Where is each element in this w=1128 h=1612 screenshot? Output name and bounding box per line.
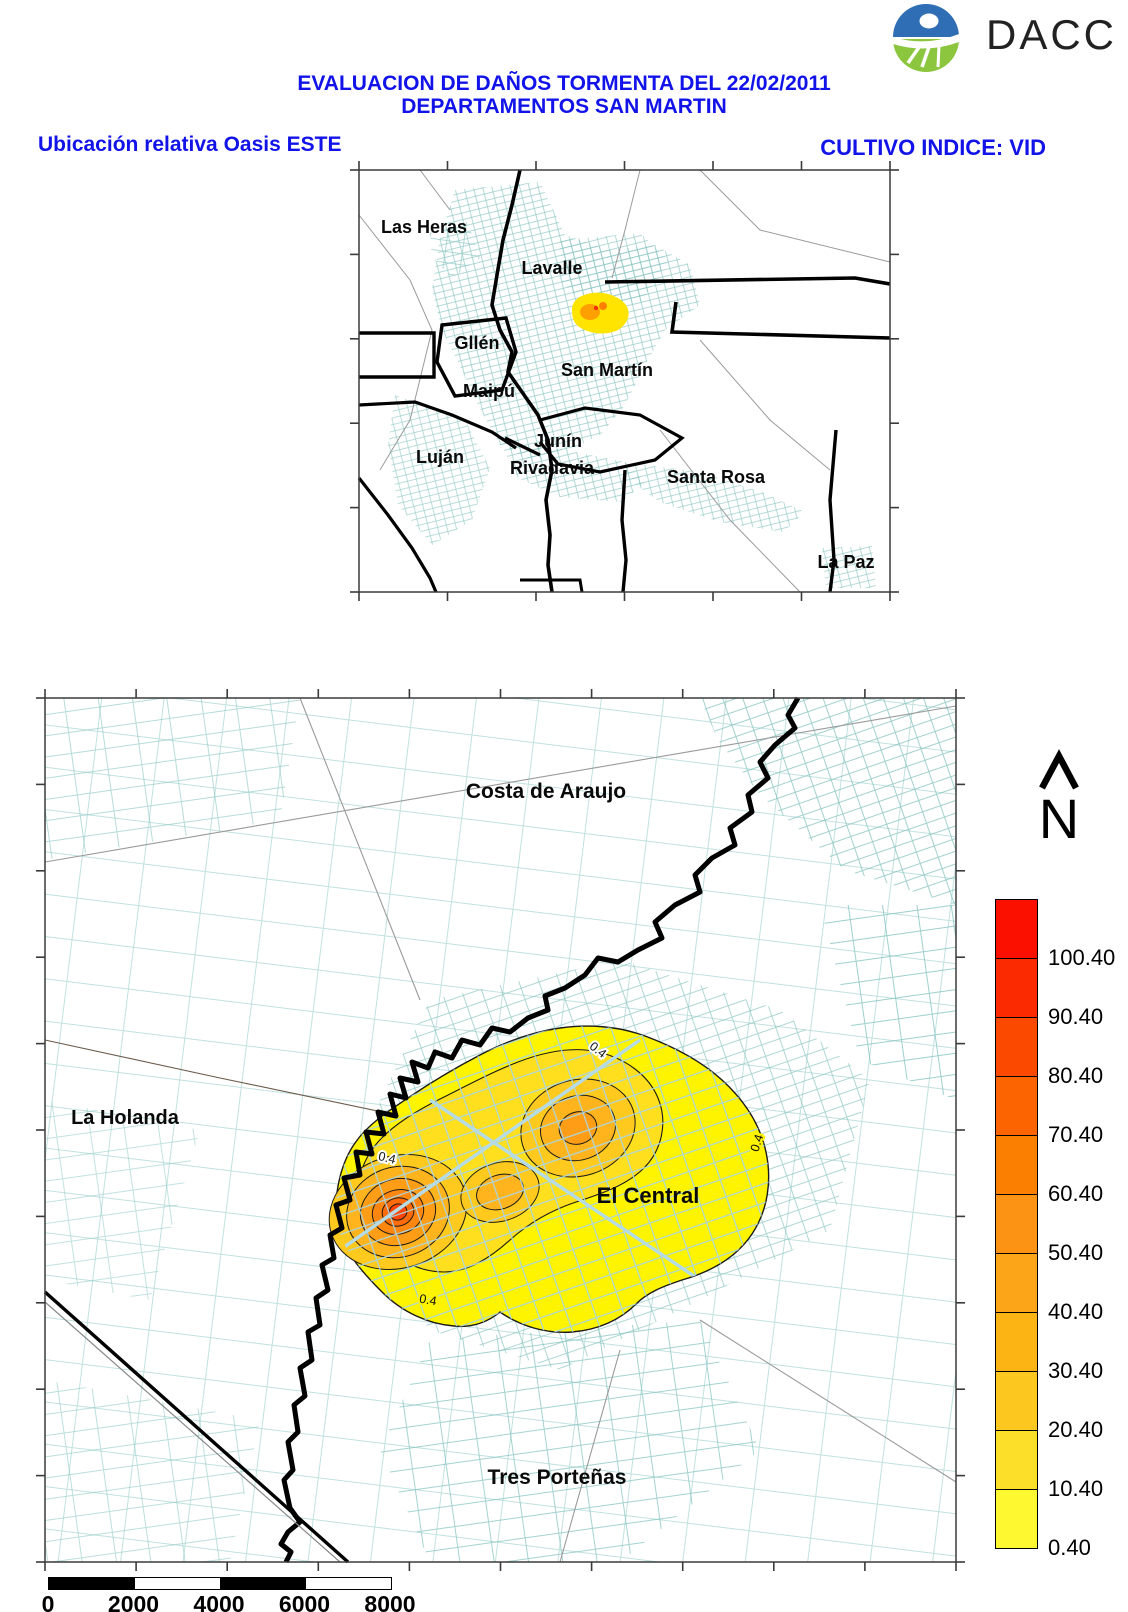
inset-overview-map: Las Heras Lavalle Gllén Maipú San Martín…: [350, 161, 899, 601]
north-caret-icon: [1039, 749, 1079, 790]
inset-roads: [358, 169, 891, 593]
contour-label-04-left: 0.4: [377, 1149, 397, 1167]
scale-bar-tick-label: 6000: [278, 1591, 331, 1612]
logo-wordmark: DACC: [986, 11, 1118, 58]
title-line-2: DEPARTAMENTOS SAN MARTIN: [401, 95, 727, 118]
legend-color-box: [995, 1135, 1038, 1195]
label-la-paz: La Paz: [817, 552, 874, 572]
legend-value-label: 40.40: [1048, 1299, 1104, 1324]
legend-value-label: 90.40: [1048, 1004, 1104, 1029]
label-junin: Junín: [534, 431, 582, 451]
inset-labels: Las Heras Lavalle Gllén Maipú San Martín…: [381, 217, 875, 572]
label-el-central: El Central: [597, 1183, 700, 1208]
legend-color-box: [995, 1076, 1038, 1136]
label-las-heras: Las Heras: [381, 217, 467, 237]
north-arrow: N: [1024, 749, 1094, 850]
label-la-holanda: La Holanda: [71, 1107, 180, 1129]
scale-bar-tick-label: 0: [41, 1591, 55, 1612]
document-title: EVALUACION DE DAÑOS TORMENTA DEL 22/02/2…: [0, 72, 1128, 118]
legend-value-label: 10.40: [1048, 1476, 1104, 1501]
scale-bar-segment: [49, 1578, 135, 1589]
legend-value-label: 70.40: [1048, 1122, 1104, 1147]
legend-value-label: 20.40: [1048, 1417, 1104, 1442]
legend-color-box: [995, 1371, 1038, 1431]
label-santa-rosa: Santa Rosa: [667, 467, 766, 487]
legend-color-box: [995, 1430, 1038, 1490]
legend-value-label: 60.40: [1048, 1181, 1104, 1206]
scale-bar-tick-label: 2000: [107, 1591, 160, 1612]
label-lujan: Luján: [416, 447, 464, 467]
legend-color-box: [995, 1489, 1038, 1549]
legend-color-box: [995, 1253, 1038, 1313]
scale-bar-segment: [305, 1578, 391, 1589]
scale-bar-segment: [220, 1578, 306, 1589]
department-limit-line: [278, 696, 801, 1564]
legend-value-label: 100.40: [1048, 945, 1116, 970]
main-damage-map: Costa de Araujo La Holanda El Central Tr…: [36, 689, 965, 1571]
main-map-labels: Costa de Araujo La Holanda El Central Tr…: [71, 780, 768, 1489]
label-lavalle: Lavalle: [521, 258, 582, 278]
subtitle-location: Ubicación relativa Oasis ESTE: [38, 133, 342, 156]
legend-color-box: [995, 958, 1038, 1018]
label-maipu: Maipú: [463, 381, 515, 401]
scale-bar-tick-label: 4000: [193, 1591, 245, 1612]
title-line-1: EVALUACION DE DAÑOS TORMENTA DEL 22/02/2…: [297, 72, 831, 95]
contour-label-04-bottom: 0.4: [418, 1292, 438, 1309]
legend-value-label: 80.40: [1048, 1063, 1104, 1088]
dacc-globe-icon: [893, 4, 959, 72]
scale-bar-tick-label: 8000: [364, 1591, 416, 1612]
legend-value-label: 50.40: [1048, 1240, 1104, 1265]
north-letter: N: [1038, 787, 1080, 850]
legend-value-label: 30.40: [1048, 1358, 1104, 1383]
legend-value-label: 0.40: [1048, 1535, 1091, 1560]
label-tres-portenas: Tres Porteñas: [488, 1466, 627, 1489]
inset-damage-spot: [572, 292, 629, 334]
legend-color-box: [995, 1017, 1038, 1077]
dacc-logo: DACC: [878, 1, 1114, 72]
inset-department-boundaries: [357, 169, 891, 593]
label-san-martin: San Martín: [561, 360, 653, 380]
subtitle-crop-index: CULTIVO INDICE: VID: [820, 135, 1046, 160]
scale-bar: [48, 1577, 392, 1590]
main-roads: [44, 697, 957, 1563]
label-costa-de-araujo: Costa de Araujo: [466, 780, 626, 803]
legend-color-box: [995, 899, 1038, 959]
label-rivadavia: Rivadavia: [510, 458, 595, 478]
legend-color-box: [995, 1194, 1038, 1254]
straight-boundary: [43, 1290, 350, 1564]
scale-bar-segment: [134, 1578, 220, 1589]
legend-color-box: [995, 1312, 1038, 1372]
label-gllen: Gllén: [454, 333, 499, 353]
